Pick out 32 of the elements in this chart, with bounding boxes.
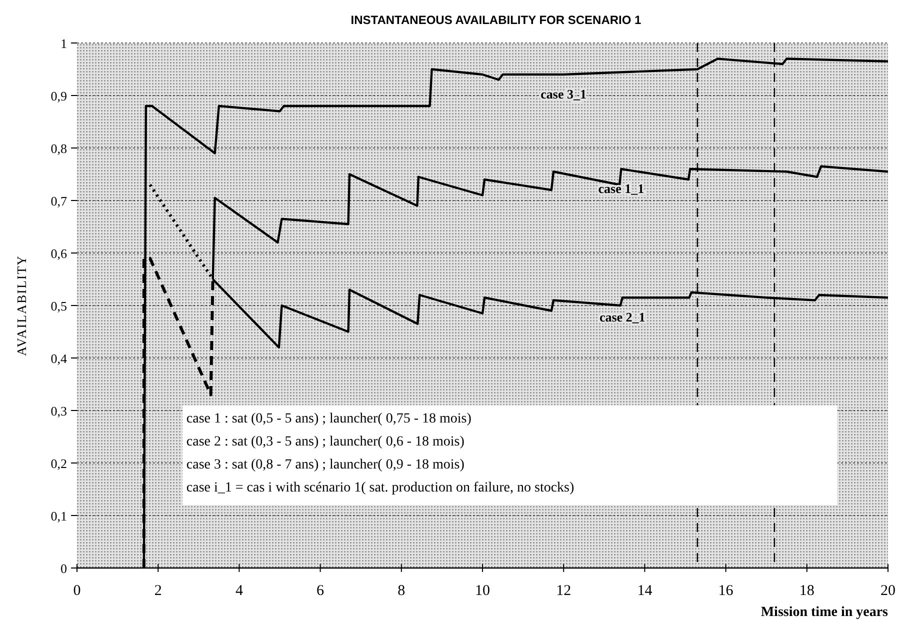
y-tick-label: 1 <box>60 36 67 51</box>
series-label: case 3_1 <box>540 86 587 102</box>
x-tick-label: 10 <box>475 583 490 599</box>
y-tick-label: 0,7 <box>50 194 68 208</box>
y-tick-label: 0,9 <box>50 88 67 104</box>
x-tick-label: 2 <box>154 583 162 599</box>
x-tick-label: 8 <box>398 583 406 599</box>
x-tick-label: 12 <box>556 583 572 599</box>
x-tick-label: 14 <box>637 583 653 599</box>
annotation: case 2 : sat (0,3 - 5 ans) ; launcher( 0,6 - 18 mois) <box>186 434 465 450</box>
y-tick-label: 0,6 <box>50 246 68 261</box>
x-tick-label: 16 <box>718 583 734 599</box>
x-tick-label: 6 <box>316 583 325 599</box>
y-tick-label: 0,3 <box>50 404 67 418</box>
annotation: case i_1 = cas i with scénario 1( sat. production on failure, no stocks) <box>186 480 574 496</box>
y-axis-title: AVAILABILITY <box>14 254 29 356</box>
x-tick-label: 4 <box>235 583 244 599</box>
x-tick-label: 18 <box>799 583 814 599</box>
y-tick-label: 0,5 <box>50 298 67 314</box>
annotation: case 3 : sat (0,8 - 7 ans) ; launcher( 0,9 - 18 mois) <box>186 457 465 472</box>
y-tick-label: 0,4 <box>50 351 68 366</box>
y-tick-label: 0,2 <box>50 456 67 471</box>
y-tick-label: 0,1 <box>50 508 67 524</box>
series-label: case 1_1 <box>598 181 644 196</box>
x-tick-label: 20 <box>880 583 896 599</box>
x-tick-label: 0 <box>73 583 81 599</box>
annotation: case 1 : sat (0,5 - 5 ans) ; launcher( 0,75 - 18 mois) <box>186 411 472 426</box>
x-axis-title: Mission time in years <box>760 605 889 620</box>
series-label: case 2_1 <box>599 310 646 325</box>
y-tick-label: 0 <box>60 561 67 576</box>
chart-title: INSTANTANEOUS AVAILABILITY FOR SCENARIO 1 <box>350 13 642 27</box>
y-tick-label: 0,8 <box>50 141 67 156</box>
